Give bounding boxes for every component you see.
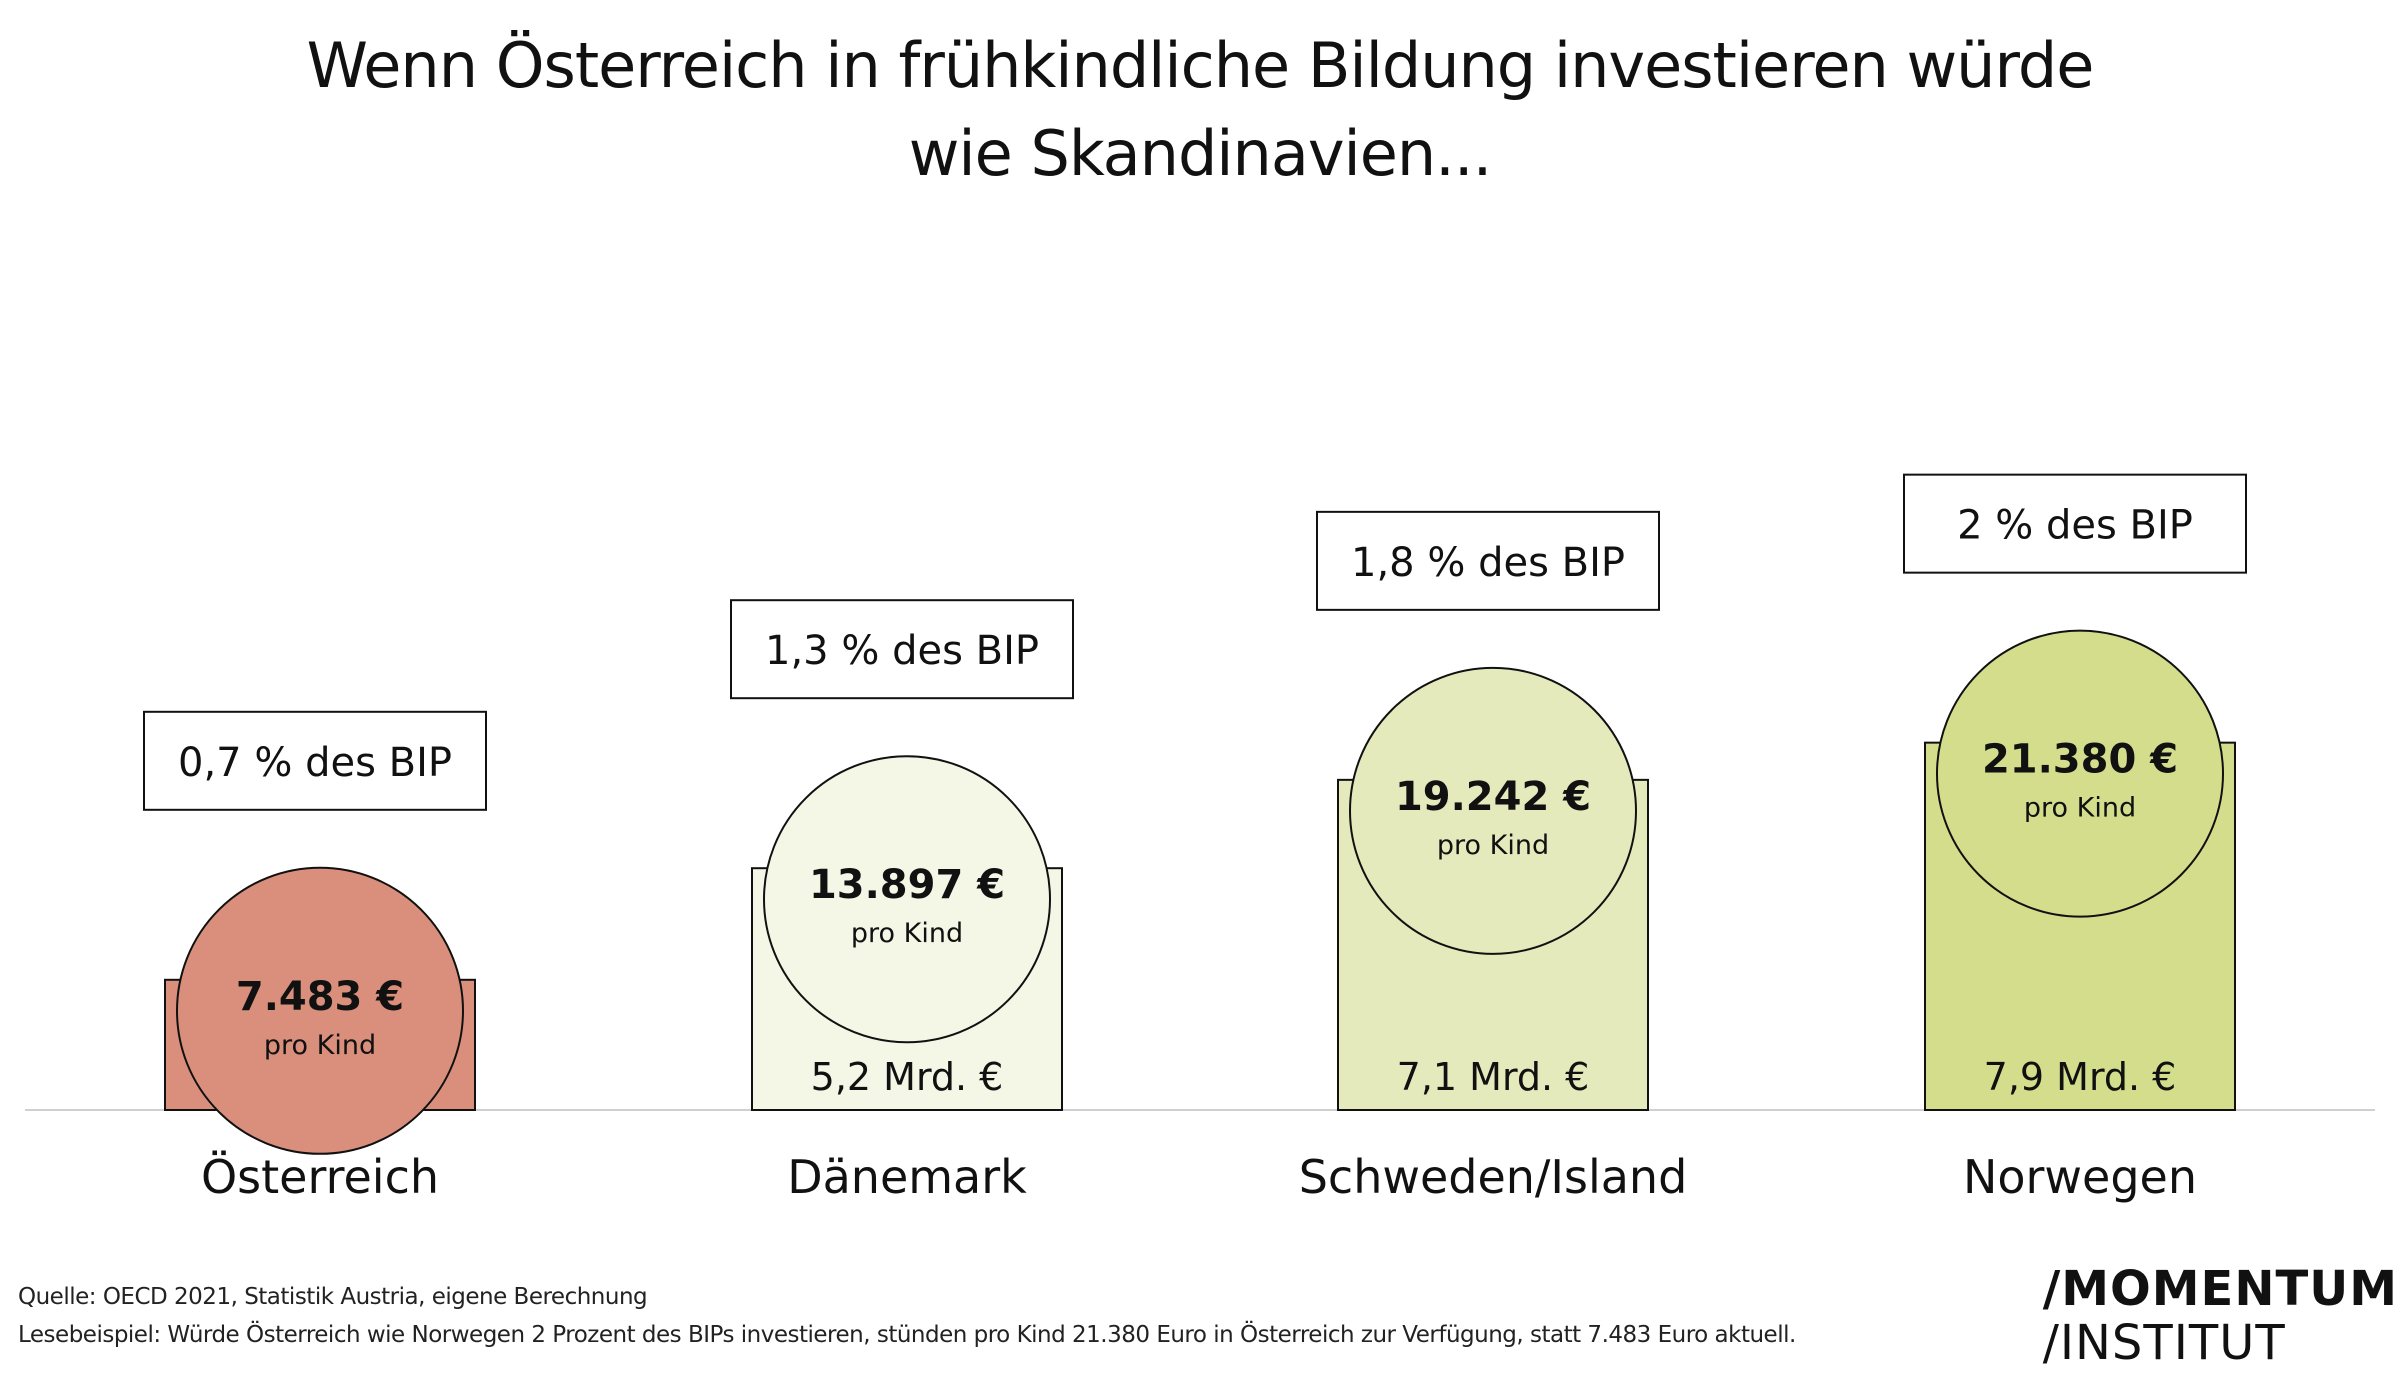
per-child-value-österreich: 7.483 € xyxy=(236,974,404,1020)
per-child-value-schweden-island: 19.242 € xyxy=(1395,774,1591,820)
logo-line2: /INSTITUT xyxy=(2042,1315,2286,1371)
gdp-share-box-österreich xyxy=(143,710,487,811)
momentum-institut-logo: /MOMENTUM /INSTITUT xyxy=(2043,1262,2398,1370)
category-label-schweden-island: Schweden/Island xyxy=(1299,1150,1688,1204)
gdp-share-label-österreich: 0,7 % des BIP xyxy=(178,740,452,786)
chart-title-line2: wie Skandinavien... xyxy=(908,117,1493,190)
category-label-dänemark: Dänemark xyxy=(787,1150,1027,1204)
bar-value-label-schweden-island: 7,1 Mrd. € xyxy=(1397,1055,1590,1099)
gdp-share-label-schweden-island: 1,8 % des BIP xyxy=(1351,540,1625,586)
per-child-unit-norwegen: pro Kind xyxy=(2024,793,2136,824)
category-label-österreich: Österreich xyxy=(201,1150,439,1204)
per-child-circle-norwegen xyxy=(1936,629,2224,918)
per-child-unit-dänemark: pro Kind xyxy=(851,918,963,949)
category-label-norwegen: Norwegen xyxy=(1963,1150,2197,1204)
source-note: Quelle: OECD 2021, Statistik Austria, ei… xyxy=(18,1284,648,1310)
gdp-share-box-dänemark xyxy=(730,599,1074,700)
per-child-circle-schweden-island xyxy=(1349,666,1637,955)
per-child-unit-schweden-island: pro Kind xyxy=(1437,830,1549,861)
bar-value-label-norwegen: 7,9 Mrd. € xyxy=(1984,1055,2177,1099)
per-child-unit-österreich: pro Kind xyxy=(264,1030,376,1061)
chart-title: Wenn Österreich in frühkindliche Bildung… xyxy=(0,22,2400,198)
logo-line1: /MOMENTUM xyxy=(2042,1261,2398,1317)
per-child-value-norwegen: 21.380 € xyxy=(1982,737,2178,783)
chart-title-line1: Wenn Österreich in frühkindliche Bildung… xyxy=(306,29,2095,102)
gdp-share-label-norwegen: 2 % des BIP xyxy=(1957,503,2193,549)
per-child-value-dänemark: 13.897 € xyxy=(809,862,1005,908)
per-child-circle-österreich xyxy=(176,866,464,1155)
bar-value-label-dänemark: 5,2 Mrd. € xyxy=(811,1055,1004,1099)
gdp-share-box-schweden-island xyxy=(1316,510,1660,611)
reading-example-note: Lesebeispiel: Würde Österreich wie Norwe… xyxy=(18,1322,1796,1348)
gdp-share-box-norwegen xyxy=(1903,473,2247,574)
gdp-share-label-dänemark: 1,3 % des BIP xyxy=(765,628,1039,674)
per-child-circle-dänemark xyxy=(763,755,1051,1044)
